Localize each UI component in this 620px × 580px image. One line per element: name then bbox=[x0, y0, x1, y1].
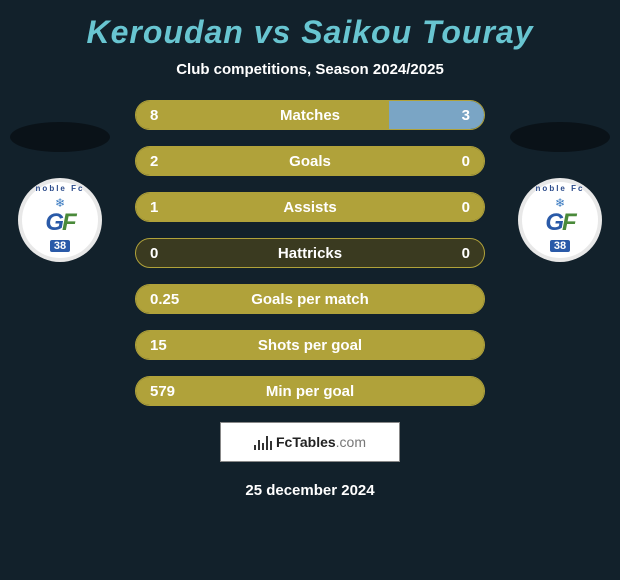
footer-text: FcTables.com bbox=[276, 434, 366, 450]
shadow-left bbox=[10, 122, 110, 152]
footer-suffix: .com bbox=[336, 434, 366, 450]
date-label: 25 december 2024 bbox=[0, 482, 620, 499]
stat-label: Matches bbox=[280, 107, 340, 124]
stat-value-right: 0 bbox=[462, 245, 470, 262]
badge-number: 38 bbox=[550, 240, 570, 252]
footer-brand: FcTables bbox=[276, 434, 336, 450]
stat-label: Hattricks bbox=[278, 245, 342, 262]
title-vs: vs bbox=[254, 14, 292, 50]
stat-value-left: 2 bbox=[150, 153, 158, 170]
stats-list: 8 3 Matches 2 0 Goals 1 0 Assists 0 0 Hattricks 0.25… bbox=[135, 100, 485, 406]
stat-row: 8 3 Matches bbox=[135, 100, 485, 130]
badge-inner: noble Fc ❄ GF 38 bbox=[22, 182, 98, 258]
snowflake-icon: ❄ bbox=[555, 196, 565, 210]
snowflake-icon: ❄ bbox=[55, 196, 65, 210]
stat-row: 1 0 Assists bbox=[135, 192, 485, 222]
stat-value-right: 0 bbox=[462, 199, 470, 216]
stat-label: Shots per goal bbox=[258, 337, 362, 354]
stat-row: 2 0 Goals bbox=[135, 146, 485, 176]
stat-row: 15 Shots per goal bbox=[135, 330, 485, 360]
stat-label: Assists bbox=[283, 199, 336, 216]
stat-value-left: 1 bbox=[150, 199, 158, 216]
stat-value-left: 579 bbox=[150, 383, 175, 400]
stat-label: Min per goal bbox=[266, 383, 354, 400]
badge-arc-text: noble Fc bbox=[36, 184, 85, 193]
stat-label: Goals per match bbox=[251, 291, 369, 308]
stat-value-right: 0 bbox=[462, 153, 470, 170]
subtitle: Club competitions, Season 2024/2025 bbox=[0, 61, 620, 78]
stat-row: 579 Min per goal bbox=[135, 376, 485, 406]
badge-letters: GF bbox=[45, 211, 74, 235]
stat-value-left: 15 bbox=[150, 337, 167, 354]
footer-logo: FcTables.com bbox=[254, 434, 366, 450]
stat-left-fill bbox=[136, 101, 389, 129]
stat-value-left: 0 bbox=[150, 245, 158, 262]
club-badge-right: noble Fc ❄ GF 38 bbox=[518, 178, 602, 262]
page-title: Keroudan vs Saikou Touray bbox=[0, 14, 620, 51]
stat-value-left: 8 bbox=[150, 107, 158, 124]
badge-arc-text: noble Fc bbox=[536, 184, 585, 193]
stat-row: 0.25 Goals per match bbox=[135, 284, 485, 314]
stat-value-left: 0.25 bbox=[150, 291, 179, 308]
stat-label: Goals bbox=[289, 153, 331, 170]
badge-f: F bbox=[562, 209, 575, 236]
badge-number: 38 bbox=[50, 240, 70, 252]
badge-g: G bbox=[545, 209, 562, 236]
stat-row: 0 0 Hattricks bbox=[135, 238, 485, 268]
badge-f: F bbox=[62, 209, 75, 236]
footer-attribution: FcTables.com bbox=[220, 422, 400, 462]
comparison-infographic: Keroudan vs Saikou Touray Club competiti… bbox=[0, 0, 620, 580]
badge-inner: noble Fc ❄ GF 38 bbox=[522, 182, 598, 258]
club-badge-left: noble Fc ❄ GF 38 bbox=[18, 178, 102, 262]
title-player1: Keroudan bbox=[86, 14, 243, 50]
bars-icon bbox=[254, 434, 272, 450]
badge-letters: GF bbox=[545, 211, 574, 235]
title-player2: Saikou Touray bbox=[301, 14, 533, 50]
badge-g: G bbox=[45, 209, 62, 236]
shadow-right bbox=[510, 122, 610, 152]
stat-value-right: 3 bbox=[462, 107, 470, 124]
